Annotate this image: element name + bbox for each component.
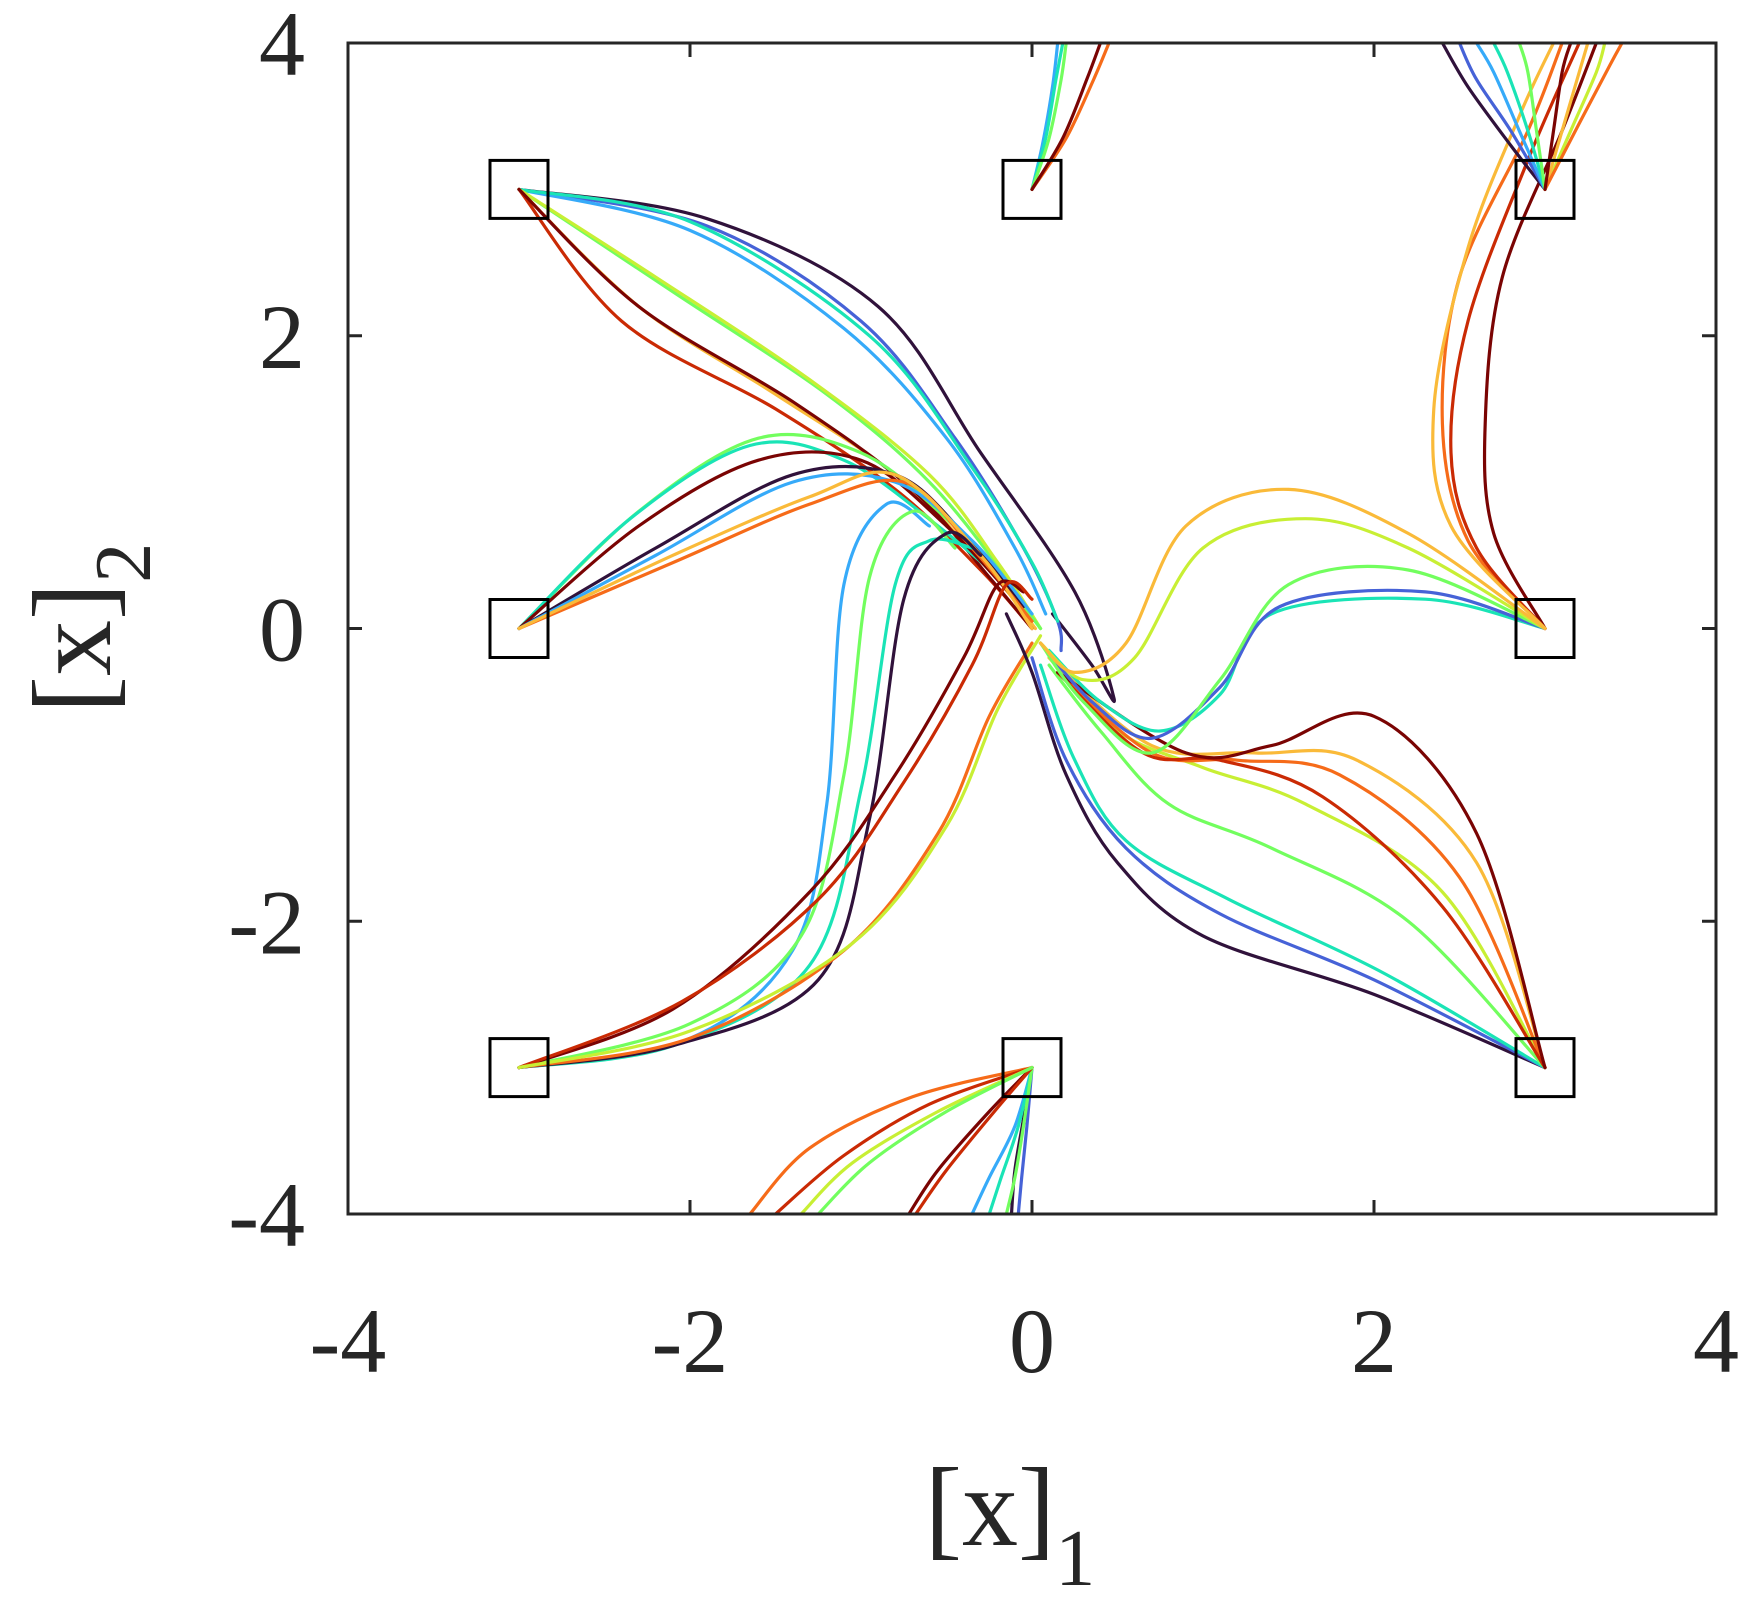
square-marker-7 [1001,1037,1063,1099]
y-axis-label-sub: 2 [80,543,168,583]
trajectory-line-5 [517,187,1043,631]
trajectory-line-28 [1047,663,1547,1070]
trajectory-line-23 [517,641,1034,1070]
y-axis-label: [x]2 [11,543,168,714]
x-axis-label-text: [x] [925,1446,1056,1570]
y-tick-label-3: 0 [259,579,305,681]
trajectory-line-24 [517,634,1043,1070]
trajectory-line-44 [1457,43,1547,191]
square-marker-4 [488,598,550,659]
trajectory-line-67 [816,1066,1034,1214]
trajectory-line-1 [517,187,1117,703]
trajectory-line-3 [517,187,1048,616]
square-marker-5 [1514,598,1576,659]
trajectory-line-56 [1030,43,1102,191]
square-marker-1 [488,158,550,220]
trajectory-line-49 [1543,43,1590,191]
x-axis-label-sub: 1 [1055,1515,1095,1598]
trajectory-line-54 [1030,43,1068,191]
trajectory-line-6 [517,187,1043,631]
tick-layer: -4 -2 0 2 4 -4 -2 0 2 4 [228,0,1739,1392]
trajectory-line-9 [517,187,1034,631]
trajectory-line-12 [517,450,1017,631]
trajectory-line-27 [1038,663,1547,1070]
trajectory-line-25 [1004,612,1547,1070]
y-axis-label-text: [x] [11,583,135,714]
trajectory-line-35 [1038,588,1547,740]
trajectory-line-46 [1492,43,1547,191]
x-tick-label-5: 4 [1693,1290,1739,1392]
x-tick-label-1: -4 [310,1290,387,1392]
trajectory-line-14 [517,472,1034,631]
y-tick-label-1: -4 [228,1164,305,1266]
y-tick-label-5: 4 [259,0,305,95]
x-tick-label-3: 0 [1009,1290,1055,1392]
trajectory-line-41 [1449,43,1581,631]
trajectory-line-34 [1047,596,1547,733]
trajectory-line-18 [517,509,957,1070]
trajectory-line-11 [517,440,1017,631]
x-tick-label-4: 2 [1351,1290,1397,1392]
square-marker-8 [1514,1037,1576,1099]
trajectory-line-60 [987,1066,1034,1214]
trajectory-line-20 [517,530,983,1070]
trajectory-line-45 [1475,43,1547,191]
trajectory-line-36 [1038,564,1547,755]
trajectory-line-65 [773,1066,1034,1214]
trajectory-line-55 [1030,43,1111,191]
trajectory-line-38 [1038,487,1547,674]
square-marker-3 [1514,158,1576,220]
y-tick-label-4: 2 [259,286,305,388]
trajectory-line-42 [1431,43,1556,631]
trajectory-line-31 [1056,670,1547,1070]
trajectory-line-19 [517,537,974,1070]
trajectory-line-51 [1543,43,1573,191]
trajectory-line-22 [517,580,1034,1070]
trajectory-line-62 [907,1066,1034,1214]
trajectory-line-64 [748,1066,1034,1214]
trajectory-line-4 [517,187,1060,623]
trajectory-line-21 [517,579,1026,1070]
marker-layer [488,158,1576,1099]
trajectory-line-63 [914,1066,1034,1214]
trajectory-line-43 [1440,43,1547,191]
square-marker-6 [488,1037,550,1099]
trajectory-line-8 [517,187,1034,631]
y-tick-label-2: -2 [228,871,305,973]
trajectory-line-37 [1038,517,1547,683]
square-marker-2 [1001,158,1063,220]
trajectory-line-48 [1543,43,1607,191]
x-tick-label-2: -2 [652,1290,729,1392]
x-axis-label: [x]1 [925,1446,1096,1598]
trajectory-line-30 [1047,656,1547,1070]
trajectory-line-33 [1056,670,1547,1070]
trajectory-line-26 [1030,656,1547,1070]
series-layer [517,43,1624,1214]
trajectory-line-61 [1004,1066,1034,1214]
trajectory-line-47 [1517,43,1547,191]
